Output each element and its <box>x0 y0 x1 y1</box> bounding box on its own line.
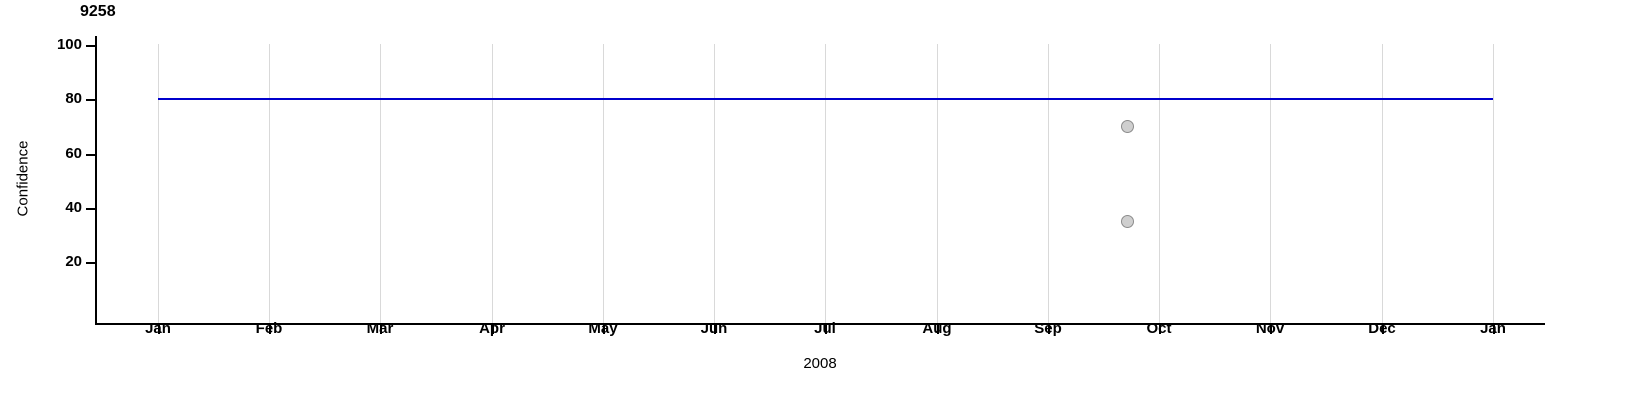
data-point-1[interactable] <box>1120 120 1134 134</box>
x-tick-label-may-4: May <box>588 320 618 337</box>
x-tick-label-jul-6: Jul <box>814 320 836 337</box>
gridline-nov-10 <box>1270 44 1271 323</box>
y-axis-title: Confidence <box>14 140 32 217</box>
gridline-apr-3 <box>492 44 493 323</box>
x-tick-mar-2 <box>380 325 382 334</box>
x-tick-label-nov-10: Nov <box>1255 320 1285 337</box>
gridline-oct-9 <box>1159 44 1160 323</box>
threshold-line <box>158 98 1493 101</box>
y-tick-60 <box>86 154 95 156</box>
gridline-feb-1 <box>269 44 270 323</box>
y-tick-label-text: 100 <box>56 36 82 53</box>
x-tick-oct-9 <box>1159 325 1161 334</box>
x-tick-label-apr-3: Apr <box>479 320 505 337</box>
x-axis-line <box>95 323 1545 325</box>
x-tick-nov-10 <box>1270 325 1272 334</box>
x-tick-label-oct-9: Oct <box>1146 320 1172 337</box>
y-tick-label-text: 60 <box>65 145 82 162</box>
x-tick-jan-12 <box>1493 325 1495 334</box>
x-tick-jul-6 <box>825 325 827 334</box>
x-tick-apr-3 <box>492 325 494 334</box>
x-tick-label-jun-5: Jun <box>700 320 728 337</box>
gridline-jan-0 <box>158 44 159 323</box>
y-tick-label-100: 100 <box>34 37 82 53</box>
y-tick-80 <box>86 99 95 101</box>
x-tick-label-aug-7: Aug <box>922 320 952 337</box>
x-tick-label-mar-2: Mar <box>366 320 394 337</box>
gridline-jul-6 <box>825 44 826 323</box>
x-tick-jan-0 <box>158 325 160 334</box>
y-tick-label-80: 80 <box>34 91 82 107</box>
gridline-mar-2 <box>380 44 381 323</box>
gridline-aug-7 <box>937 44 938 323</box>
x-tick-dec-11 <box>1382 325 1384 334</box>
y-tick-label-text: 80 <box>65 90 82 107</box>
gridline-jan-12 <box>1493 44 1494 323</box>
x-tick-label-jan-0: Jan <box>145 320 171 337</box>
y-tick-label-60: 60 <box>34 146 82 162</box>
x-tick-sep-8 <box>1048 325 1050 334</box>
chart-title: 9258 <box>80 3 116 20</box>
x-tick-label-jan-12: Jan <box>1480 320 1506 337</box>
y-tick-label-20: 20 <box>34 254 82 270</box>
gridline-jun-5 <box>714 44 715 323</box>
x-tick-label-dec-11: Dec <box>1368 320 1396 337</box>
x-axis-title: 2008 <box>0 355 1650 372</box>
y-tick-100 <box>86 45 95 47</box>
y-tick-20 <box>86 262 95 264</box>
x-tick-may-4 <box>603 325 605 334</box>
y-tick-40 <box>86 208 95 210</box>
y-tick-label-text: 20 <box>65 253 82 270</box>
gridline-sep-8 <box>1048 44 1049 323</box>
x-tick-label-sep-8: Sep <box>1034 320 1062 337</box>
gridline-dec-11 <box>1382 44 1383 323</box>
y-tick-label-40: 40 <box>34 200 82 216</box>
x-axis-title-label: 2008 <box>803 355 837 372</box>
y-tick-label-text: 40 <box>65 199 82 216</box>
gridline-may-4 <box>603 44 604 323</box>
x-tick-label-feb-1: Feb <box>255 320 283 337</box>
y-axis-line <box>95 36 97 325</box>
x-tick-jun-5 <box>714 325 716 334</box>
x-tick-feb-1 <box>269 325 271 334</box>
x-tick-aug-7 <box>937 325 939 334</box>
data-point-2[interactable] <box>1120 215 1134 229</box>
